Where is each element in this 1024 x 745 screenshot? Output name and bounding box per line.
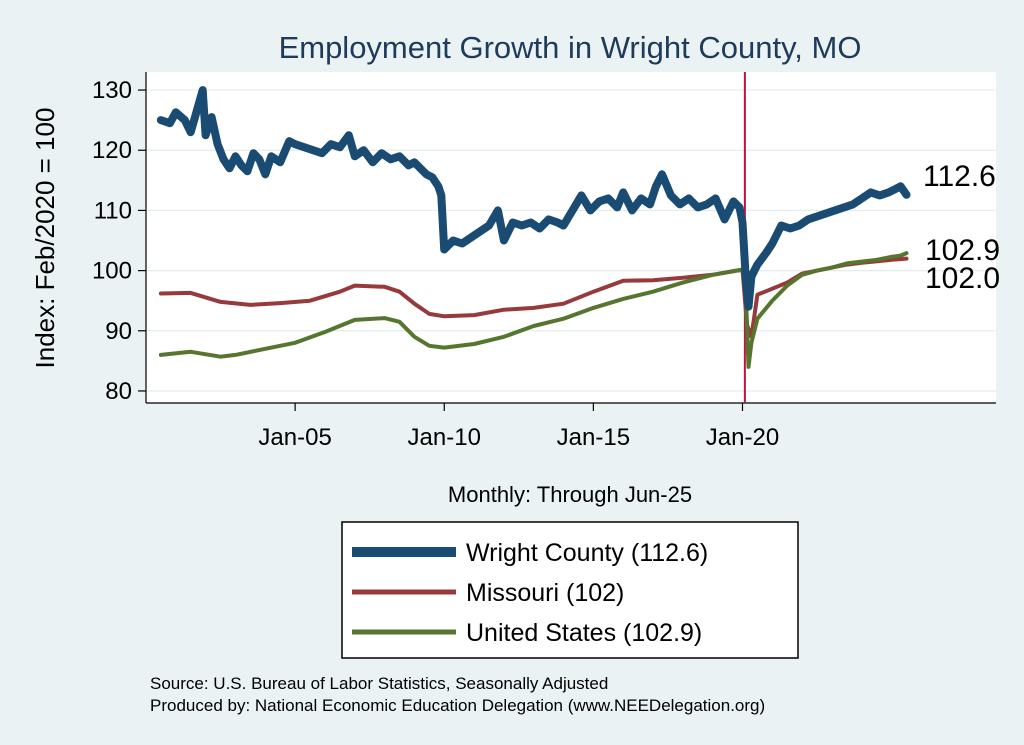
end-label-wright-county: 112.6 <box>923 160 996 193</box>
legend: Wright County (112.6) Missouri (102) Unite… <box>341 521 799 659</box>
y-axis-label: Index: Feb/2020 = 100 <box>30 108 60 369</box>
end-label-missouri: 102.0 <box>925 262 1000 295</box>
series-line-wright-county <box>156 86 911 311</box>
plot-area <box>146 72 996 403</box>
y-tick-label: 90 <box>105 318 132 345</box>
y-tick-label: 80 <box>105 378 132 405</box>
axes: 80 90 100 110 120 130 Jan-05 Jan-10 Jan-15 Jan-20 <box>92 72 996 451</box>
x-tick-label: Jan-10 <box>408 424 481 451</box>
legend-label: United States (102.9) <box>466 619 702 647</box>
legend-label: Wright County (112.6) <box>466 539 708 567</box>
series-lines <box>156 86 911 369</box>
x-tick-label: Jan-05 <box>258 424 331 451</box>
y-tick-label: 110 <box>94 197 132 224</box>
legend-label: Missouri (102) <box>466 579 624 607</box>
x-tick-label: Jan-20 <box>706 424 779 451</box>
y-tick-label: 130 <box>92 77 132 104</box>
series-line-united-states <box>158 251 909 369</box>
end-label-united-states: 102.9 <box>925 234 1000 267</box>
x-axis-label: Monthly: Through Jun-25 <box>448 482 692 507</box>
source-note: Source: U.S. Bureau of Labor Statistics,… <box>150 674 608 693</box>
y-tick-label: 120 <box>92 137 132 164</box>
x-tick-label: Jan-15 <box>557 424 630 451</box>
chart-title: Employment Growth in Wright County, MO <box>279 30 862 65</box>
y-tick-label: 100 <box>92 258 132 285</box>
producer-note: Produced by: National Economic Education… <box>150 696 765 715</box>
